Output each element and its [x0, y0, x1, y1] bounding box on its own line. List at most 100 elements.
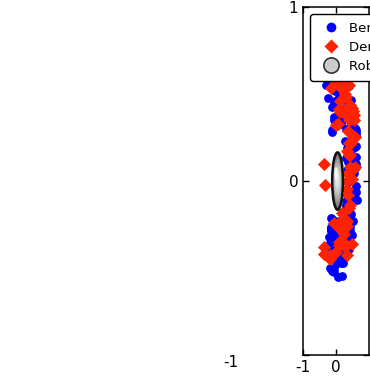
Point — [349, 130, 355, 136]
Point — [337, 98, 343, 104]
Point — [324, 251, 330, 257]
Point — [327, 252, 333, 258]
Point — [343, 202, 349, 208]
Point — [347, 202, 353, 208]
Point — [351, 170, 357, 176]
Point — [342, 73, 348, 79]
Point — [350, 124, 356, 130]
Point — [353, 130, 359, 136]
Point — [347, 164, 353, 170]
Legend: Benchmark Set, Demonstration Set, Robotic Arm: Benchmark Set, Demonstration Set, Roboti… — [310, 14, 370, 81]
Point — [334, 226, 340, 232]
Point — [348, 140, 354, 146]
Circle shape — [336, 170, 339, 191]
Point — [343, 94, 349, 100]
Point — [342, 244, 348, 250]
Point — [344, 223, 350, 229]
Point — [348, 191, 354, 197]
Point — [328, 239, 334, 245]
Point — [335, 222, 341, 228]
Point — [336, 245, 342, 251]
Point — [347, 242, 353, 248]
Point — [333, 118, 339, 124]
Point — [344, 113, 350, 119]
Point — [340, 80, 346, 86]
Point — [347, 141, 353, 147]
Point — [336, 243, 342, 249]
Point — [332, 64, 337, 70]
Point — [344, 148, 350, 154]
Point — [332, 219, 338, 225]
Point — [345, 171, 351, 177]
Point — [341, 82, 347, 88]
Point — [328, 85, 334, 91]
Point — [339, 108, 345, 114]
Point — [352, 160, 358, 166]
Point — [339, 273, 344, 279]
Circle shape — [336, 171, 339, 189]
Point — [343, 198, 349, 204]
Point — [335, 230, 341, 236]
Point — [329, 216, 335, 222]
Point — [344, 186, 350, 192]
Point — [339, 84, 344, 90]
Point — [349, 125, 355, 131]
Point — [345, 168, 351, 174]
Point — [331, 265, 337, 271]
Point — [341, 247, 347, 253]
Point — [343, 226, 349, 232]
Point — [342, 251, 348, 257]
Point — [333, 218, 339, 224]
Circle shape — [335, 166, 340, 195]
Point — [347, 242, 353, 248]
Circle shape — [334, 163, 341, 198]
Point — [344, 170, 350, 176]
Point — [334, 253, 340, 259]
Circle shape — [337, 177, 338, 183]
Point — [330, 245, 336, 251]
Point — [342, 84, 348, 90]
Point — [342, 220, 348, 226]
Point — [329, 239, 335, 245]
Point — [329, 268, 335, 274]
Circle shape — [333, 157, 342, 205]
Point — [329, 82, 334, 88]
Point — [341, 71, 347, 77]
Point — [328, 215, 334, 221]
Circle shape — [332, 152, 343, 210]
Point — [326, 247, 332, 253]
Point — [340, 260, 346, 266]
Point — [337, 226, 343, 232]
Point — [337, 217, 343, 223]
Circle shape — [333, 160, 342, 202]
Point — [337, 219, 343, 225]
Point — [343, 242, 349, 248]
Point — [335, 85, 341, 91]
Point — [345, 129, 351, 135]
Point — [350, 191, 356, 197]
Point — [353, 183, 359, 189]
Point — [348, 122, 354, 128]
Point — [336, 225, 342, 231]
Point — [351, 112, 357, 118]
Point — [344, 178, 350, 184]
Point — [347, 165, 353, 171]
Circle shape — [334, 162, 341, 199]
Point — [329, 129, 335, 135]
Point — [336, 105, 342, 111]
Point — [339, 115, 345, 121]
Point — [353, 144, 359, 150]
Point — [336, 66, 342, 72]
Text: -1: -1 — [223, 355, 238, 370]
Point — [324, 251, 330, 257]
Point — [332, 220, 337, 226]
Point — [343, 203, 349, 209]
Point — [344, 237, 350, 243]
Point — [346, 82, 352, 88]
Point — [346, 171, 352, 177]
Point — [323, 247, 329, 253]
Point — [353, 133, 359, 139]
Point — [350, 165, 356, 171]
Point — [339, 106, 345, 112]
Point — [342, 110, 348, 116]
